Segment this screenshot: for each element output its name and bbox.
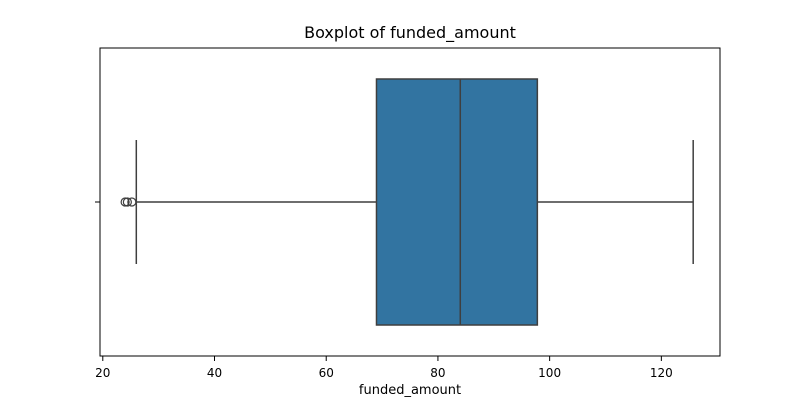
- x-tick-label: 120: [650, 366, 673, 380]
- x-tick-label: 80: [430, 366, 445, 380]
- x-axis-label: funded_amount: [358, 383, 462, 398]
- box-elements: [120, 78, 694, 326]
- x-tick-label: 100: [538, 366, 561, 380]
- x-axis-ticks: 20 40 60 80 100 120: [95, 356, 673, 380]
- outlier-point: [122, 197, 132, 207]
- x-tick-label: 20: [95, 366, 110, 380]
- x-tick-label: 60: [319, 366, 334, 380]
- x-tick-label: 40: [207, 366, 222, 380]
- iqr-box: [375, 78, 539, 326]
- outlier-point: [127, 197, 137, 207]
- chart-title: Boxplot of funded_amount: [304, 23, 516, 42]
